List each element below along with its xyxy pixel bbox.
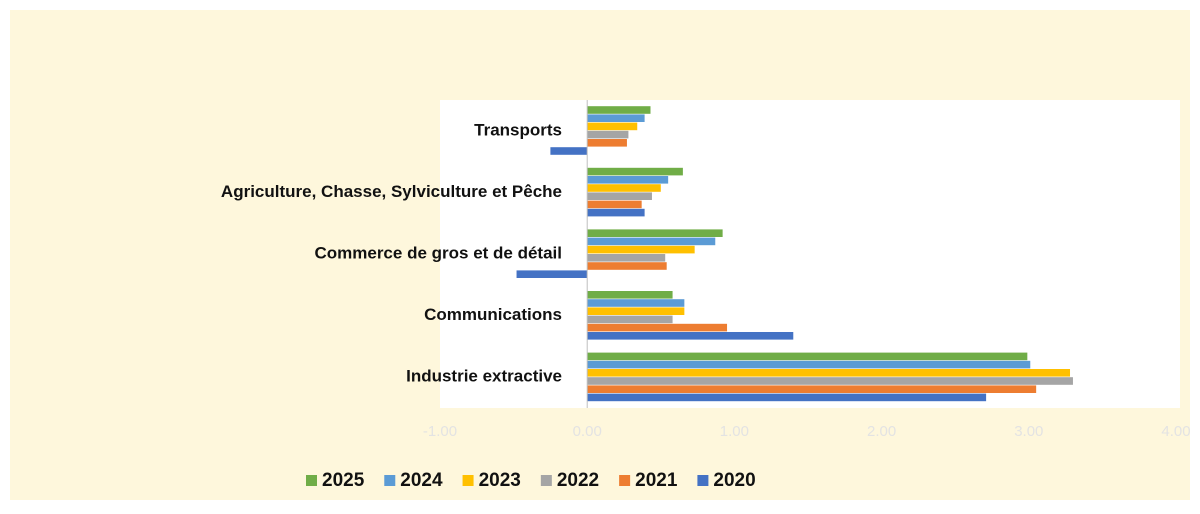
legend-label: 2022 <box>557 470 599 491</box>
x-tick-label: -1.00 <box>423 423 457 440</box>
y-tick-label: Agriculture, Chasse, Sylviculture et Pêc… <box>221 182 562 201</box>
bar <box>587 139 627 147</box>
legend-label: 2023 <box>479 470 521 491</box>
legend-swatch <box>306 475 317 486</box>
bar <box>587 114 645 122</box>
legend-label: 2024 <box>400 470 443 491</box>
bar <box>587 237 716 246</box>
bar <box>516 270 588 278</box>
bar <box>587 245 695 254</box>
bar <box>587 377 1073 385</box>
bar <box>587 167 683 176</box>
bar <box>587 176 669 184</box>
x-tick-label: 1.00 <box>720 423 749 440</box>
legend-swatch <box>462 475 474 486</box>
bar <box>587 315 673 324</box>
bar <box>587 369 1071 377</box>
legend-swatch <box>619 475 631 486</box>
x-tick-label: 3.00 <box>1014 423 1043 440</box>
legend-label: 2025 <box>322 470 365 491</box>
bar <box>587 299 685 307</box>
legend-swatch <box>697 475 709 486</box>
bar <box>587 184 661 192</box>
y-tick-label: Transports <box>474 120 562 139</box>
y-tick-label: Industrie extractive <box>406 367 562 386</box>
bar <box>587 208 645 217</box>
bar <box>550 147 588 155</box>
bar <box>587 352 1028 361</box>
bar <box>587 229 723 237</box>
bar <box>587 393 987 402</box>
legend-swatch <box>384 475 396 486</box>
x-tick-label: 0.00 <box>573 423 602 440</box>
bar <box>587 130 629 139</box>
bar <box>587 332 794 340</box>
bar <box>587 122 638 131</box>
bar <box>587 360 1031 369</box>
bar <box>587 323 728 332</box>
bar <box>587 262 667 270</box>
x-tick-label: 4.00 <box>1161 423 1190 440</box>
bar <box>587 106 651 114</box>
legend-swatch <box>540 475 552 486</box>
bar <box>587 200 642 209</box>
y-tick-label: Communications <box>424 305 562 324</box>
bar <box>587 291 673 299</box>
bar <box>587 254 666 262</box>
bar <box>587 192 652 200</box>
legend-label: 2021 <box>635 470 678 491</box>
y-tick-label: Commerce de gros et de détail <box>314 243 562 262</box>
bar <box>587 385 1037 393</box>
legend-label: 2020 <box>713 470 755 491</box>
x-tick-label: 2.00 <box>867 423 896 440</box>
bar <box>587 307 685 315</box>
